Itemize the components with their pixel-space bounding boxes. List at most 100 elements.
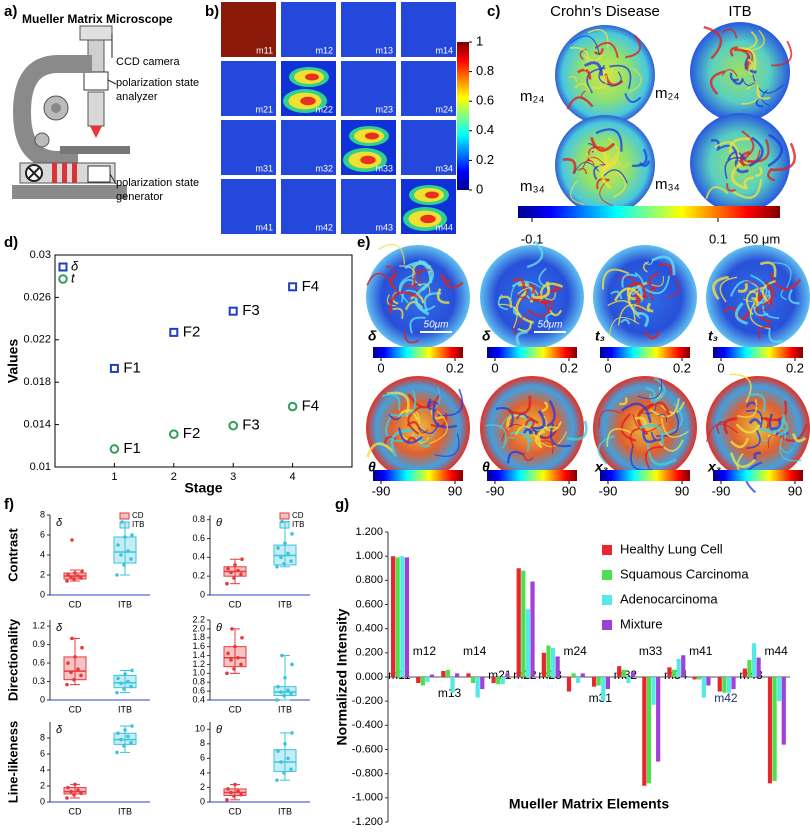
bar (692, 677, 697, 680)
y-tick-label: 1.4 (192, 650, 205, 660)
data-point (275, 564, 279, 569)
texture (642, 431, 658, 444)
texture (769, 272, 802, 291)
texture (651, 255, 676, 276)
data-point (119, 681, 123, 686)
data-point (233, 563, 237, 567)
texture (596, 178, 610, 190)
panel-label: b) (205, 3, 219, 20)
data-point (290, 662, 294, 667)
y-tick-label: -1.200 (352, 816, 383, 828)
image-tile (281, 120, 336, 175)
colorbar-tick-label: 0 (476, 181, 483, 196)
texture (570, 180, 585, 205)
bar (541, 652, 546, 677)
data-point (115, 573, 119, 577)
data-point (225, 671, 229, 676)
texture (619, 397, 628, 406)
colorbar (457, 42, 469, 190)
texture (612, 170, 627, 199)
bar (521, 570, 526, 677)
x-tick-label: m24 (564, 644, 588, 658)
data-point (240, 557, 244, 562)
texture (432, 401, 458, 429)
panel-label: g) (335, 496, 349, 513)
bar (642, 677, 647, 786)
part-label: analyzer (116, 91, 158, 103)
texture (534, 429, 546, 449)
colorbar-tick-label: 90 (788, 483, 802, 498)
colorbar-tick-label: -0.1 (521, 231, 543, 246)
texture (515, 330, 528, 346)
point-label: F2 (183, 323, 201, 340)
data-point (126, 549, 130, 553)
texture (632, 148, 648, 168)
data-point (289, 559, 293, 563)
data-point (282, 771, 286, 775)
y-tick-label: 2 (40, 569, 45, 579)
bar (516, 568, 521, 677)
texture (418, 428, 429, 434)
texture (731, 162, 746, 190)
data-point (289, 691, 293, 696)
texture (366, 442, 395, 458)
texture (788, 289, 800, 305)
texture (658, 263, 673, 277)
bar (416, 677, 421, 684)
texture (732, 78, 745, 85)
data-point (116, 676, 120, 681)
data-point (230, 627, 234, 631)
data-point (232, 794, 236, 798)
y-tick-label: 1.000 (355, 550, 383, 562)
y-tick-label: 1.2 (192, 659, 205, 669)
knob (51, 103, 61, 113)
data-point (279, 760, 283, 764)
data-point (73, 782, 77, 787)
bar (781, 677, 786, 745)
bar (571, 673, 576, 677)
legend-label: ITB (132, 520, 144, 529)
texture (630, 445, 653, 472)
texture (508, 395, 532, 415)
legend-marker (58, 262, 68, 272)
texture (757, 325, 771, 340)
x-tick-label: m14 (463, 644, 487, 658)
y-tick-label: 0 (40, 694, 45, 704)
legend-swatch (279, 512, 290, 520)
bar (731, 677, 736, 690)
bar (676, 658, 681, 677)
texture (746, 429, 761, 450)
texture (538, 267, 550, 289)
x-tick-label: ITB (118, 806, 132, 816)
data-point (286, 551, 290, 556)
texture (617, 304, 650, 326)
texture (747, 139, 770, 163)
texture (522, 428, 534, 434)
y-tick-label: 0.8 (192, 514, 205, 524)
texture (532, 399, 556, 430)
texture (703, 25, 723, 60)
y-tick-label: 10 (195, 724, 205, 734)
texture (390, 390, 417, 417)
texture (386, 391, 410, 417)
data-point (130, 668, 134, 673)
bar (596, 677, 601, 686)
element-label: m41 (255, 222, 273, 232)
texture (627, 282, 647, 298)
x-tick-label: CD (69, 806, 82, 816)
texture (748, 418, 762, 426)
x-tick-label: 3 (230, 471, 236, 483)
map-label: δ (368, 328, 377, 344)
texture (566, 96, 594, 110)
data-point (119, 737, 123, 742)
plot-frame (54, 254, 353, 468)
y-tick-label: 1.200 (355, 526, 383, 538)
colorbar (373, 347, 463, 358)
texture (737, 398, 758, 418)
texture (385, 265, 395, 277)
data-point (229, 658, 233, 662)
bar (491, 677, 496, 684)
texture (610, 290, 623, 300)
point (228, 306, 238, 316)
image-blob (300, 96, 316, 106)
